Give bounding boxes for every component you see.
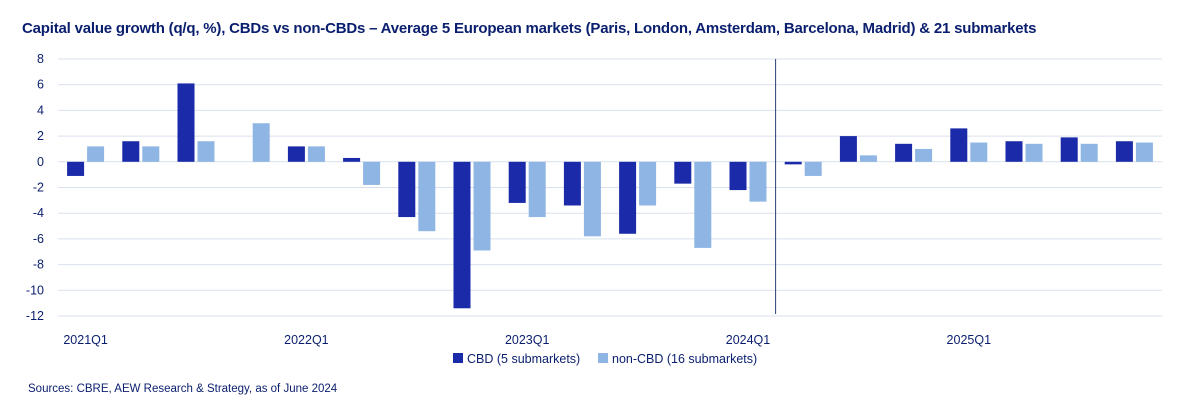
gridlines	[58, 58, 1162, 317]
y-tick-label: 8	[37, 52, 44, 66]
bar-non-cbd-2021q4	[252, 123, 270, 162]
bar-cbd-2021q2	[122, 141, 140, 162]
legend: CBD (5 submarkets) non-CBD (16 submarkets…	[453, 352, 757, 366]
chart-title: Capital value growth (q/q, %), CBDs vs n…	[22, 20, 1037, 37]
bar-non-cbd-2025q4	[1135, 142, 1153, 162]
x-tick-label: 2025Q1	[947, 333, 992, 347]
bars	[67, 83, 1153, 309]
bar-non-cbd-2022q1	[307, 146, 325, 162]
y-tick-label: 6	[37, 78, 44, 92]
y-tick-label: 4	[37, 103, 44, 117]
x-tick-label: 2021Q1	[63, 333, 108, 347]
x-axis-ticks: 2021Q1 2022Q1 2023Q1 2024Q1 2025Q1	[63, 333, 991, 347]
bar-cbd-2024q2	[784, 161, 802, 165]
bar-non-cbd-2024q2	[804, 161, 822, 176]
y-tick-label: -2	[33, 181, 44, 195]
bar-cbd-2022q2	[343, 157, 361, 162]
bar-cbd-2023q4	[674, 161, 692, 184]
y-tick-label: -8	[33, 258, 44, 272]
bar-non-cbd-2023q1	[528, 161, 546, 218]
bar-cbd-2025q3	[1060, 137, 1078, 162]
bar-non-cbd-2021q2	[142, 146, 160, 162]
bar-non-cbd-2022q4	[473, 161, 491, 251]
bar-cbd-2025q1	[950, 128, 968, 162]
bar-non-cbd-2025q2	[1025, 143, 1043, 162]
bar-cbd-2023q2	[563, 161, 581, 206]
y-tick-label: -10	[26, 283, 44, 297]
bar-cbd-2022q4	[453, 161, 471, 309]
legend-swatch	[453, 353, 463, 363]
bar-non-cbd-2025q3	[1080, 143, 1098, 162]
x-tick-label: 2023Q1	[505, 333, 550, 347]
bar-non-cbd-2022q3	[418, 161, 436, 232]
y-tick-label: 0	[37, 155, 44, 169]
bar-cbd-2022q1	[287, 146, 305, 162]
bar-cbd-2022q3	[398, 161, 416, 218]
legend-swatch	[598, 353, 608, 363]
bar-non-cbd-2023q3	[639, 161, 657, 206]
bar-non-cbd-2021q1	[87, 146, 105, 162]
bar-cbd-2024q3	[839, 136, 857, 162]
y-tick-label: -6	[33, 232, 44, 246]
bar-non-cbd-2022q2	[363, 161, 381, 185]
source-note: Sources: CBRE, AEW Research & Strategy, …	[28, 383, 338, 395]
bar-cbd-2025q2	[1005, 141, 1023, 162]
bar-cbd-2025q4	[1115, 141, 1133, 162]
bar-non-cbd-2024q1	[749, 161, 767, 202]
legend-label: non-CBD (16 submarkets)	[612, 352, 757, 366]
bar-cbd-2023q1	[508, 161, 526, 203]
x-tick-label: 2024Q1	[726, 333, 771, 347]
bar-cbd-2021q3	[177, 83, 195, 162]
y-tick-label: -4	[33, 206, 44, 220]
bar-non-cbd-2024q3	[859, 155, 877, 162]
y-tick-label: 2	[37, 129, 44, 143]
y-tick-label: -12	[26, 309, 44, 323]
bar-non-cbd-2025q1	[970, 142, 988, 162]
bar-cbd-2024q1	[729, 161, 747, 191]
bar-non-cbd-2023q2	[583, 161, 601, 237]
legend-label: CBD (5 submarkets)	[467, 352, 580, 366]
bar-cbd-2024q4	[895, 143, 913, 162]
bar-cbd-2023q3	[619, 161, 637, 234]
y-axis-ticks: 8 6 4 2 0 -2 -4 -6 -8 -10 -12	[26, 52, 44, 323]
x-tick-label: 2022Q1	[284, 333, 329, 347]
bar-cbd-2021q1	[67, 161, 85, 176]
bar-non-cbd-2024q4	[915, 148, 933, 162]
bar-non-cbd-2023q4	[694, 161, 712, 248]
bar-non-cbd-2021q3	[197, 141, 215, 162]
